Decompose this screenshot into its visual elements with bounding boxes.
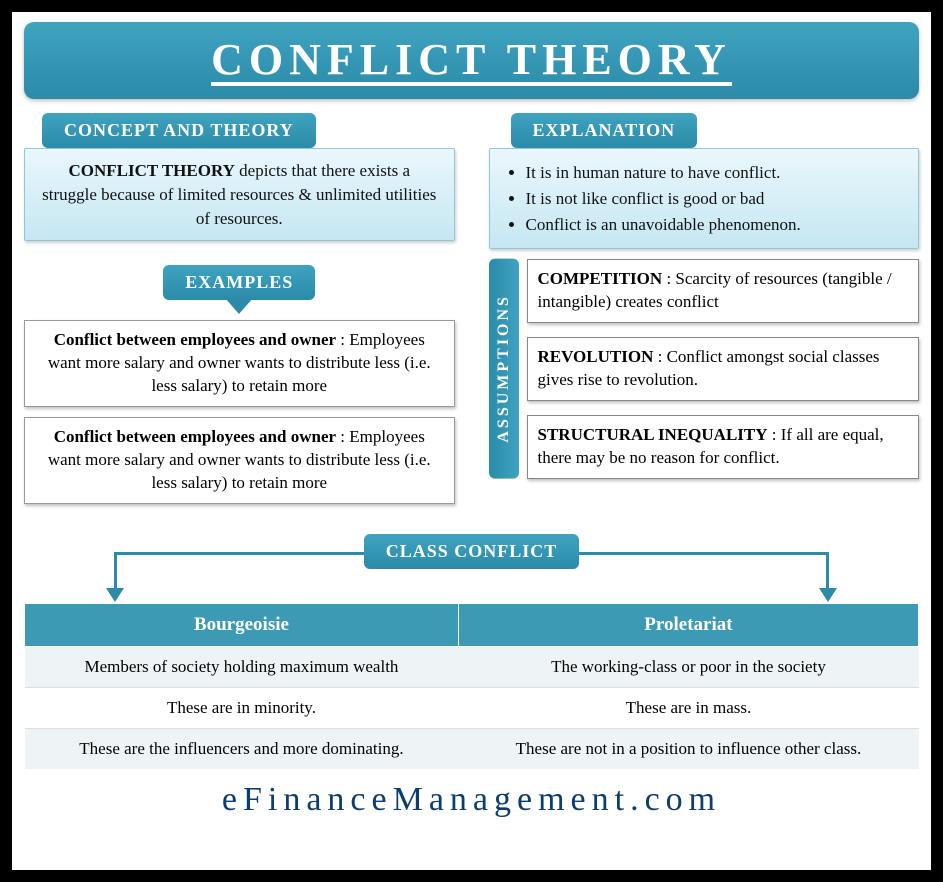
explanation-panel: It is in human nature to have conflict. …	[489, 148, 920, 249]
table-row: These are the influencers and more domin…	[25, 729, 919, 770]
class-conflict-header: CLASS CONFLICT	[364, 534, 580, 569]
footer-brand: eFinanceManagement.com	[24, 781, 919, 819]
explanation-bullet: Conflict is an unavoidable phenomenon.	[526, 213, 905, 237]
assumptions-section: ASSUMPTIONS COMPETITION : Scarcity of re…	[489, 249, 920, 514]
concept-header: CONCEPT AND THEORY	[42, 113, 316, 148]
table-row: Members of society holding maximum wealt…	[25, 647, 919, 688]
examples-header-wrap: EXAMPLES	[24, 265, 455, 314]
concept-panel: CONFLICT THEORY depicts that there exist…	[24, 148, 455, 241]
assumption-card: STRUCTURAL INEQUALITY : If all are equal…	[527, 415, 920, 479]
table-cell: These are in mass.	[458, 688, 918, 729]
arrow-line-icon	[114, 552, 117, 592]
table-cell: The working-class or poor in the society	[458, 647, 918, 688]
example-card: Conflict between employees and owner : E…	[24, 417, 455, 504]
down-arrow-icon	[106, 588, 124, 602]
mid-row: EXAMPLES Conflict between employees and …	[24, 249, 919, 514]
example-title: Conflict between employees and owner	[54, 427, 336, 446]
concept-bold: CONFLICT THEORY	[68, 161, 234, 180]
table-header: Bourgeoisie	[25, 604, 459, 647]
main-title: CONFLICT THEORY	[24, 34, 919, 85]
down-arrow-icon	[225, 298, 253, 314]
assumptions-items: COMPETITION : Scarcity of resources (tan…	[519, 259, 920, 479]
class-conflict-header-wrap: CLASS CONFLICT Bourgeoisie Proletariat M…	[24, 534, 919, 769]
concept-section: CONCEPT AND THEORY CONFLICT THEORY depic…	[24, 113, 455, 249]
assumption-card: COMPETITION : Scarcity of resources (tan…	[527, 259, 920, 323]
explanation-bullet: It is in human nature to have conflict.	[526, 161, 905, 185]
example-card: Conflict between employees and owner : E…	[24, 320, 455, 407]
examples-section: EXAMPLES Conflict between employees and …	[24, 249, 455, 514]
table-row: These are in minority. These are in mass…	[25, 688, 919, 729]
class-conflict-table: Bourgeoisie Proletariat Members of socie…	[24, 603, 919, 769]
explanation-list: It is in human nature to have conflict. …	[504, 161, 905, 236]
table-cell: These are the influencers and more domin…	[25, 729, 459, 770]
assumptions-wrap: ASSUMPTIONS COMPETITION : Scarcity of re…	[489, 259, 920, 479]
arrow-line-icon	[826, 552, 829, 592]
explanation-header: EXPLANATION	[511, 113, 698, 148]
table-cell: Members of society holding maximum wealt…	[25, 647, 459, 688]
table-header-row: Bourgeoisie Proletariat	[25, 604, 919, 647]
examples-header: EXAMPLES	[163, 265, 315, 300]
assumption-term: COMPETITION	[538, 269, 663, 288]
title-banner: CONFLICT THEORY	[24, 22, 919, 99]
table-header: Proletariat	[458, 604, 918, 647]
infographic-canvas: CONFLICT THEORY CONCEPT AND THEORY CONFL…	[12, 12, 931, 870]
explanation-section: EXPLANATION It is in human nature to hav…	[489, 113, 920, 249]
assumptions-header: ASSUMPTIONS	[489, 259, 519, 479]
down-arrow-icon	[819, 588, 837, 602]
assumption-term: REVOLUTION	[538, 347, 654, 366]
example-title: Conflict between employees and owner	[54, 330, 336, 349]
assumption-term: STRUCTURAL INEQUALITY	[538, 425, 768, 444]
table-cell: These are in minority.	[25, 688, 459, 729]
explanation-bullet: It is not like conflict is good or bad	[526, 187, 905, 211]
table-cell: These are not in a position to influence…	[458, 729, 918, 770]
top-row: CONCEPT AND THEORY CONFLICT THEORY depic…	[24, 113, 919, 249]
assumption-card: REVOLUTION : Conflict amongst social cla…	[527, 337, 920, 401]
